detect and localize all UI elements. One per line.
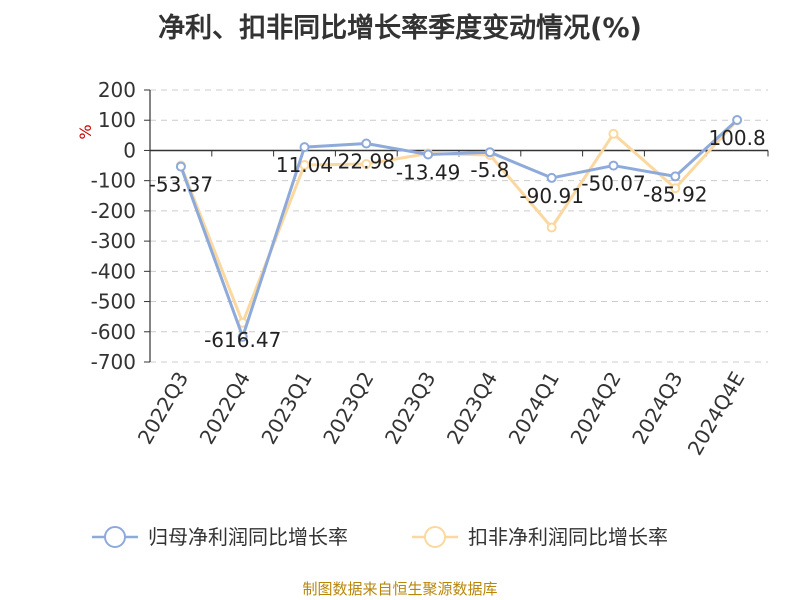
data-label: -616.47 [204, 328, 281, 352]
data-point-series-1 [732, 114, 743, 125]
data-label: 22.98 [338, 149, 395, 173]
y-tick-label: -500 [91, 290, 136, 314]
data-label: 100.8 [708, 126, 765, 150]
x-category-label: 2023Q3 [380, 367, 440, 448]
series-line-1 [179, 118, 739, 339]
series-lines [175, 114, 743, 342]
data-label: 11.04 [276, 153, 333, 177]
axes: 200 100 0 -100 -200 -300 -400 -500 -600 -700% 2022… [76, 78, 769, 460]
x-category-label: 2023Q4 [442, 368, 502, 449]
x-category-label: 2022Q4 [195, 368, 255, 449]
y-tick-label: -100 [91, 169, 136, 193]
data-point-series-1 [299, 142, 310, 153]
x-category-label: 2024Q4E [683, 368, 750, 460]
data-point-series-1 [608, 160, 619, 171]
x-category-label: 2024Q2 [565, 368, 625, 449]
y-tick-label: 0 [123, 138, 136, 162]
x-category-label: 2024Q1 [504, 368, 564, 449]
chart-title: 净利、扣非同比增长率季度变动情况(%) [158, 13, 642, 44]
legend-marker-1 [104, 526, 126, 548]
data-label: -5.8 [470, 158, 509, 182]
legend-label-2: 扣非净利润同比增长率 [468, 525, 668, 549]
y-tick-label: -600 [91, 320, 136, 344]
legend: 归母净利润同比增长率 扣非净利润同比增长率 [92, 525, 668, 549]
y-tick-label: -700 [91, 350, 136, 374]
data-label: -53.37 [149, 173, 213, 197]
y-axis-unit: % [76, 124, 95, 139]
data-label: -50.07 [581, 172, 645, 196]
legend-label-1: 归母净利润同比增长率 [148, 525, 348, 549]
y-tick-label: 200 [98, 78, 136, 102]
y-tick-label: -400 [91, 259, 136, 283]
y-tick-label: 100 [98, 108, 136, 132]
data-point-series-2 [670, 183, 681, 194]
data-point-series-1 [670, 171, 681, 182]
data-point-series-2 [608, 128, 619, 139]
data-point-series-1 [484, 147, 495, 158]
data-label: -90.91 [519, 184, 583, 208]
data-point-series-2 [299, 159, 310, 170]
grid-lines [150, 89, 768, 363]
x-category-label: 2023Q2 [318, 368, 378, 449]
legend-marker-2 [424, 526, 446, 548]
y-tick-label: -300 [91, 229, 136, 253]
data-label: -85.92 [643, 182, 707, 206]
x-category-label: 2024Q3 [627, 368, 687, 449]
data-point-series-1 [361, 138, 372, 149]
x-category-label: 2022Q3 [133, 368, 193, 449]
data-label: -13.49 [396, 161, 460, 185]
data-point-series-2 [361, 159, 372, 170]
y-tick-label: -200 [91, 199, 136, 223]
data-point-series-1 [175, 161, 186, 172]
data-point-series-1 [546, 172, 557, 183]
data-point-series-1 [237, 331, 248, 342]
x-category-label: 2023Q1 [256, 368, 316, 449]
data-point-series-1 [423, 149, 434, 160]
source-note: 制图数据来自恒生聚源数据库 [302, 580, 498, 598]
data-point-series-2 [546, 222, 557, 233]
